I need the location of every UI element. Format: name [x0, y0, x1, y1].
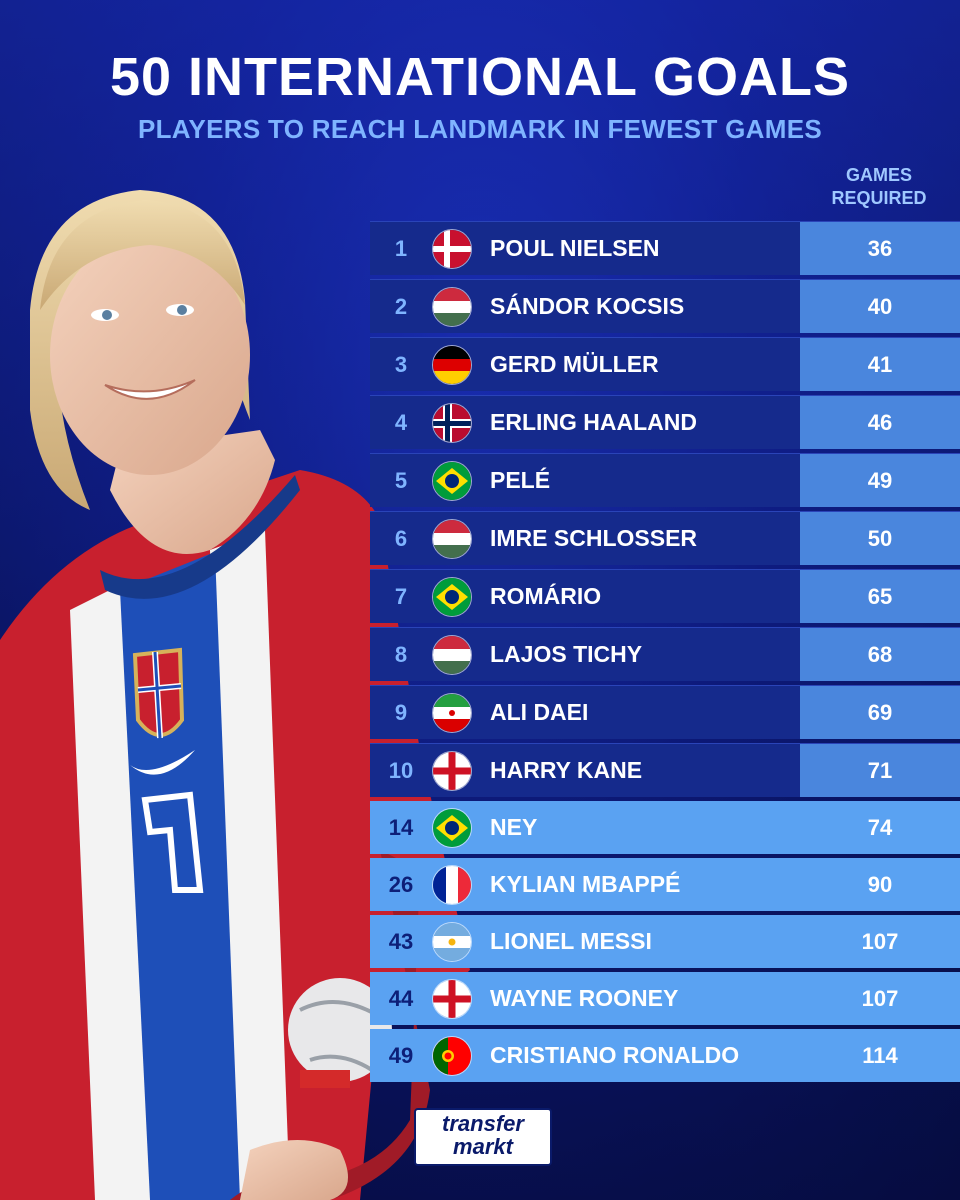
argentina-flag-icon	[432, 921, 472, 962]
table-row: 14 NEY 74	[370, 801, 960, 854]
player-name: GERD MÜLLER	[490, 351, 659, 377]
england-flag-icon	[432, 978, 472, 1019]
france-flag-icon	[432, 864, 472, 905]
player-name: ALI DAEI	[490, 699, 589, 725]
games-required: 74	[800, 801, 960, 854]
logo-line-1: transfer	[442, 1111, 524, 1136]
games-required: 71	[800, 744, 960, 797]
rank-number: 9	[394, 699, 408, 725]
table-row: 5 PELÉ 49	[370, 453, 960, 507]
portugal-flag-icon	[432, 1035, 472, 1076]
hungary-flag-icon	[432, 634, 472, 675]
header-line-1: GAMES	[845, 165, 912, 185]
ranking-table: 1 POUL NIELSEN 36 2 SÁNDOR KOCSIS 40 3 GERD MÜL…	[370, 221, 960, 1086]
rank-number: 14	[388, 814, 414, 840]
player-name: PELÉ	[490, 467, 551, 493]
table-row: 6 IMRE SCHLOSSER 50	[370, 511, 960, 565]
table-row: 9 ALI DAEI 69	[370, 685, 960, 739]
table-row: 44 WAYNE ROONEY 107	[370, 972, 960, 1025]
player-name: LAJOS TICHY	[490, 641, 643, 667]
header-line-2: REQUIRED	[831, 188, 927, 208]
player-name: KYLIAN MBAPPÉ	[490, 871, 681, 897]
player-name: CRISTIANO RONALDO	[490, 1042, 740, 1068]
games-required: 36	[800, 222, 960, 275]
rank-number: 7	[394, 583, 408, 609]
rank-number: 49	[388, 1042, 414, 1068]
rank-number: 3	[394, 351, 408, 377]
table-row: 49 CRISTIANO RONALDO 114	[370, 1029, 960, 1082]
games-required: 40	[800, 280, 960, 333]
table-row: 3 GERD MÜLLER 41	[370, 337, 960, 391]
player-name: NEY	[490, 814, 538, 840]
rank-number: 26	[388, 871, 414, 897]
brazil-flag-icon	[432, 576, 472, 617]
page-title: 50 INTERNATIONAL GOALS	[109, 47, 851, 107]
player-name: LIONEL MESSI	[490, 928, 652, 954]
games-required: 114	[800, 1029, 960, 1082]
transfermarkt-logo: transfer markt	[414, 1108, 552, 1166]
games-required: 50	[800, 512, 960, 565]
player-name: WAYNE ROONEY	[490, 985, 679, 1011]
hungary-flag-icon	[432, 518, 472, 559]
rank-number: 10	[388, 757, 414, 783]
table-row: 26 KYLIAN MBAPPÉ 90	[370, 858, 960, 911]
page-subtitle: PLAYERS TO REACH LANDMARK IN FEWEST GAME…	[137, 114, 822, 144]
rank-number: 8	[394, 641, 408, 667]
rank-number: 2	[394, 293, 408, 319]
games-required: 107	[800, 915, 960, 968]
games-required: 65	[800, 570, 960, 623]
rank-number: 5	[394, 467, 408, 493]
iran-flag-icon	[432, 692, 472, 733]
games-required: 68	[800, 628, 960, 681]
games-required: 46	[800, 396, 960, 449]
denmark-flag-icon	[432, 228, 472, 269]
table-row: 43 LIONEL MESSI 107	[370, 915, 960, 968]
table-row: 1 POUL NIELSEN 36	[370, 221, 960, 275]
england-flag-icon	[432, 750, 472, 791]
player-name: HARRY KANE	[490, 757, 643, 783]
rank-number: 1	[394, 235, 408, 261]
brazil-flag-icon	[432, 460, 472, 501]
rank-number: 44	[388, 985, 414, 1011]
hungary-flag-icon	[432, 286, 472, 327]
table-row: 2 SÁNDOR KOCSIS 40	[370, 279, 960, 333]
games-required-header: GAMES REQUIRED	[808, 164, 950, 210]
games-required: 90	[800, 858, 960, 911]
table-row: 4 ERLING HAALAND 46	[370, 395, 960, 449]
games-required: 41	[800, 338, 960, 391]
rank-number: 4	[394, 409, 408, 435]
games-required: 107	[800, 972, 960, 1025]
germany-flag-icon	[432, 344, 472, 385]
games-required: 49	[800, 454, 960, 507]
brazil-flag-icon	[432, 807, 472, 848]
table-row: 10 HARRY KANE 71	[370, 743, 960, 797]
rank-number: 6	[394, 525, 408, 551]
games-required: 69	[800, 686, 960, 739]
norway-flag-icon	[432, 402, 472, 443]
player-name: POUL NIELSEN	[490, 235, 660, 261]
player-name: ROMÁRIO	[490, 583, 602, 609]
player-name: SÁNDOR KOCSIS	[490, 293, 685, 319]
rank-number: 43	[388, 928, 414, 954]
table-row: 7 ROMÁRIO 65	[370, 569, 960, 623]
player-photo	[0, 190, 470, 1200]
player-name: ERLING HAALAND	[490, 409, 697, 435]
table-row: 8 LAJOS TICHY 68	[370, 627, 960, 681]
logo-line-2: markt	[453, 1134, 513, 1159]
player-name: IMRE SCHLOSSER	[490, 525, 698, 551]
